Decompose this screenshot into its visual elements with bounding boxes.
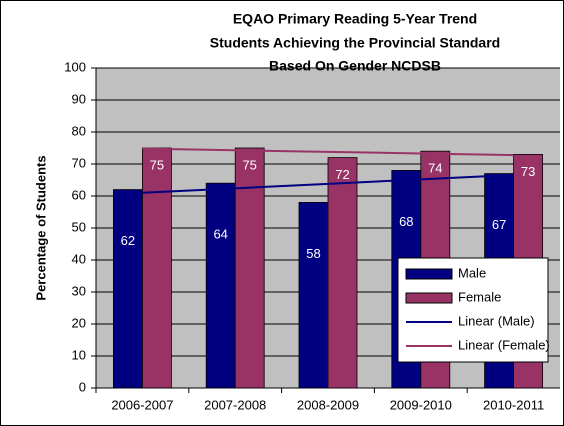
y-tick-label: 60 <box>72 187 86 202</box>
x-tick-label: 2006-2007 <box>111 397 173 412</box>
y-tick-label: 20 <box>72 315 86 330</box>
legend-swatch <box>405 292 453 304</box>
chart-title: EQAO Primary Reading 5-Year Trend <box>233 11 477 27</box>
x-tick-label: 2009-2010 <box>390 397 452 412</box>
legend-label: Female <box>458 289 501 304</box>
y-axis-label: Percentage of Students <box>33 155 48 300</box>
bar <box>234 147 265 389</box>
data-label: 72 <box>335 167 349 182</box>
y-tick-label: 0 <box>79 379 86 394</box>
bar <box>298 201 329 389</box>
legend-label: Linear (Male) <box>458 313 535 328</box>
chart-title: Students Achieving the Provincial Standa… <box>210 35 500 51</box>
trendline <box>142 173 514 194</box>
bar <box>141 147 172 389</box>
data-label: 73 <box>521 164 535 179</box>
bar <box>327 157 358 389</box>
y-tick-label: 70 <box>72 155 86 170</box>
data-label: 68 <box>399 214 413 229</box>
chart-title: Based On Gender NCDSB <box>269 58 441 74</box>
legend-label: Male <box>458 265 486 280</box>
y-tick-label: 50 <box>72 219 86 234</box>
y-tick-label: 10 <box>72 347 86 362</box>
data-label: 64 <box>213 227 227 242</box>
legend-label: Linear (Female) <box>458 337 550 352</box>
x-tick-label: 2008-2009 <box>297 397 359 412</box>
data-label: 67 <box>492 217 506 232</box>
x-tick-label: 2010-2011 <box>483 397 544 412</box>
bar <box>205 182 236 389</box>
data-label: 75 <box>242 157 256 172</box>
y-tick-label: 80 <box>72 123 86 138</box>
data-label: 75 <box>150 157 164 172</box>
trendline <box>142 147 514 157</box>
y-tick-label: 90 <box>72 91 86 106</box>
x-tick-label: 2007-2008 <box>204 397 266 412</box>
data-label: 74 <box>428 161 442 176</box>
y-tick-label: 100 <box>64 59 86 74</box>
data-label: 58 <box>306 246 320 261</box>
legend-swatch <box>405 268 453 280</box>
bar <box>113 189 143 389</box>
y-tick-label: 40 <box>72 251 86 266</box>
data-label: 62 <box>121 233 135 248</box>
y-tick-label: 30 <box>72 283 86 298</box>
